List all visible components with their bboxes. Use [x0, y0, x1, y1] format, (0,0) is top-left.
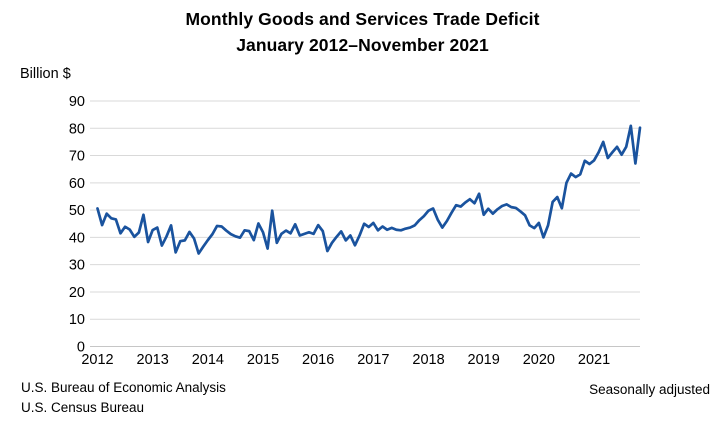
chart-title-line1: Monthly Goods and Services Trade Deficit [185, 9, 540, 29]
y-tick-label: 70 [69, 149, 85, 165]
y-tick-label: 50 [69, 203, 85, 219]
x-tick-label: 2017 [357, 352, 389, 368]
x-tick-label: 2012 [81, 352, 113, 368]
x-tick-label: 2021 [578, 352, 610, 368]
y-tick-label: 0 [77, 340, 85, 356]
x-tick-label: 2019 [468, 352, 500, 368]
x-tick-label: 2015 [247, 352, 279, 368]
y-tick-label: 80 [69, 121, 85, 137]
y-tick-label: 40 [69, 230, 85, 246]
x-tick-label: 2014 [192, 352, 224, 368]
source-census: U.S. Census Bureau [21, 400, 145, 415]
seasonally-adjusted-note: Seasonally adjusted [589, 382, 710, 397]
y-tick-label: 30 [69, 258, 85, 274]
x-tick-label: 2016 [302, 352, 334, 368]
y-tick-label: 20 [69, 285, 85, 301]
x-tick-label: 2013 [137, 352, 169, 368]
chart-title: Monthly Goods and Services Trade Deficit… [0, 6, 725, 58]
chart-title-line2: January 2012–November 2021 [236, 35, 489, 55]
y-tick-label: 10 [69, 312, 85, 328]
source-bea: U.S. Bureau of Economic Analysis [21, 380, 226, 395]
y-tick-label: 60 [69, 176, 85, 192]
deficit-series-line [96, 124, 642, 255]
x-tick-label: 2018 [412, 352, 444, 368]
x-tick-label: 2020 [523, 352, 555, 368]
y-tick-label: 90 [69, 94, 85, 110]
y-axis-unit-label: Billion $ [20, 66, 71, 82]
